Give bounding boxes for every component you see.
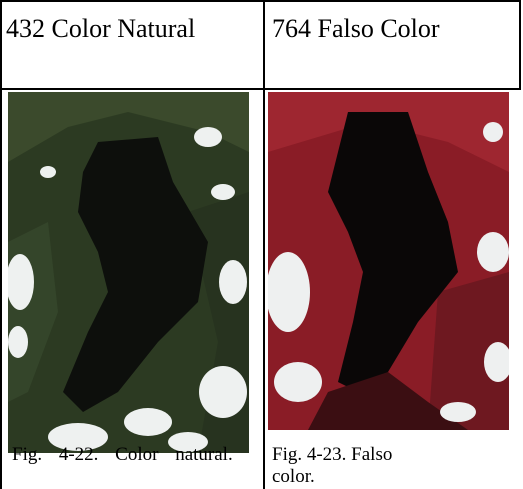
table-border (0, 0, 521, 2)
satellite-image-false-color (268, 92, 509, 430)
figure-caption: Fig. 4-22. Color natural. (12, 444, 247, 466)
table-border (519, 0, 521, 90)
satellite-image-natural (8, 92, 249, 453)
document-page: 432 Color Natural 764 Falso Color Fig. 4… (0, 0, 523, 489)
header-cell: 432 Color Natural (6, 14, 256, 44)
figure-caption: Fig. 4-23. Falso color. (272, 444, 402, 488)
table-border (0, 0, 2, 489)
table-border (263, 0, 265, 489)
header-cell: 764 Falso Color (272, 14, 517, 44)
table-border (0, 88, 521, 90)
